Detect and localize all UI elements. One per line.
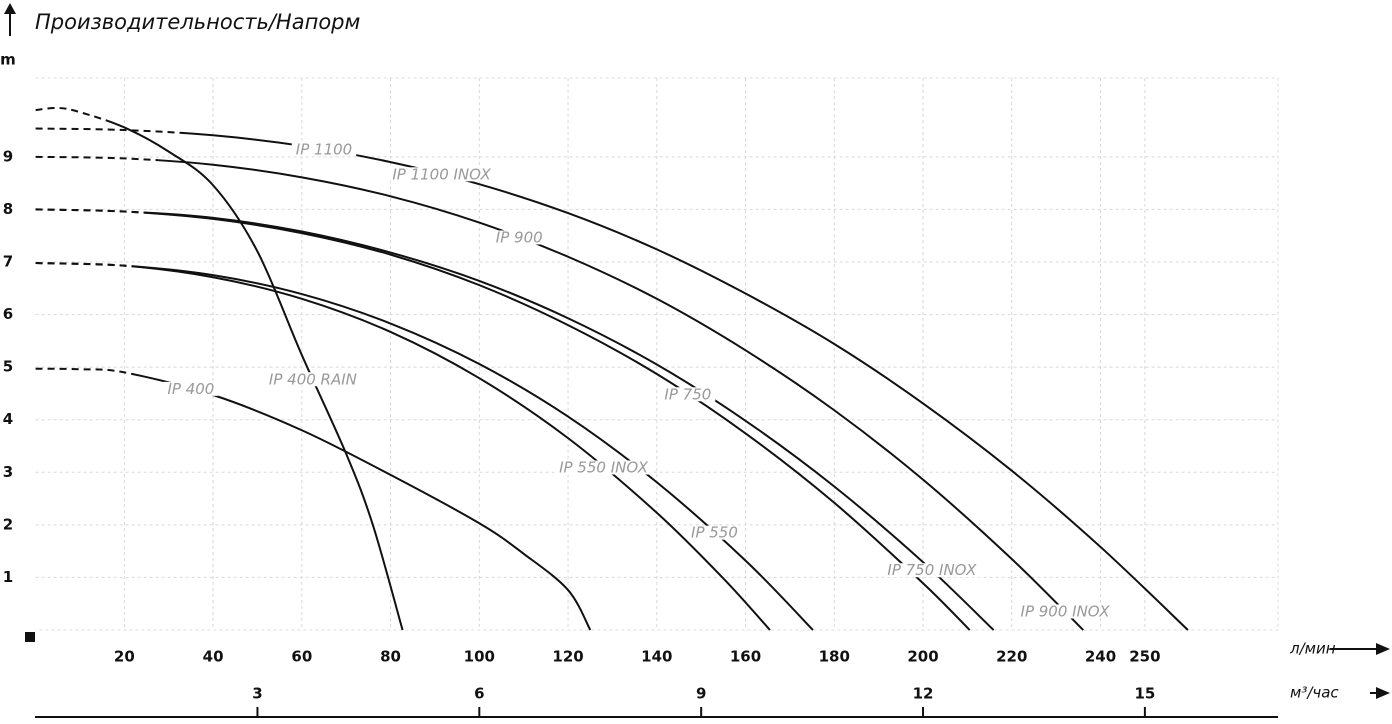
y-tick-label: 7: [3, 253, 13, 271]
curve-label-bg: [687, 525, 742, 540]
y-tick-label: 3: [3, 463, 13, 481]
curve-label: IP 400 RAIN: [269, 370, 357, 388]
x-tick-label: 160: [730, 648, 761, 666]
x2-axis-label: м³/час: [1290, 684, 1339, 702]
curve: [35, 262, 771, 631]
curve-label-bg: [883, 563, 982, 578]
origin-marker: [25, 632, 35, 642]
x-tick-label: 20: [114, 648, 135, 666]
x2-axis-arrowhead: [1376, 687, 1390, 699]
x-tick-label: 100: [464, 648, 495, 666]
curve-label: IP 900 INOX: [1021, 602, 1111, 620]
curve-label-bg: [660, 387, 716, 402]
y-tick-label: 2: [3, 515, 13, 533]
curve: [35, 262, 814, 631]
y-tick-label: 9: [3, 147, 13, 165]
x-tick-label: 200: [907, 648, 938, 666]
x2-tick-label: 9: [696, 685, 706, 703]
curve: [35, 106, 404, 631]
curve-label-bg: [491, 230, 547, 245]
x-tick-label: 220: [996, 648, 1027, 666]
y-tick-label: 1: [3, 568, 13, 586]
x2-tick-label: 3: [252, 685, 262, 703]
curve: [35, 208, 995, 631]
x-tick-label: 40: [203, 648, 224, 666]
x-tick-label: 60: [291, 648, 312, 666]
x2-tick-label: 6: [474, 685, 484, 703]
curve-label: IP 750: [664, 385, 711, 403]
y-axis-label: m: [0, 51, 16, 69]
x-tick-label: 120: [552, 648, 583, 666]
curve: [35, 208, 971, 631]
y-tick-label: 5: [3, 358, 13, 376]
x2-tick-label: 12: [913, 685, 934, 703]
x-tick-label: 250: [1129, 648, 1160, 666]
curve-label-bg: [1016, 604, 1115, 619]
x-tick-label: 240: [1085, 648, 1116, 666]
chart-title: Производительность/Напорм: [35, 10, 361, 34]
curve-label-bg: [163, 381, 219, 396]
curve-label-bg: [291, 142, 357, 157]
curve: [35, 127, 1189, 631]
curve-label-bg: [555, 460, 653, 475]
curve: [35, 155, 1084, 631]
x-axis-arrowhead: [1376, 643, 1390, 655]
curve-label-bg: [388, 167, 496, 182]
x-tick-label: 140: [641, 648, 672, 666]
x2-tick-label: 15: [1134, 685, 1155, 703]
curve-label: IP 1100: [296, 140, 352, 158]
y-axis-arrowhead: [4, 3, 16, 14]
curve-label: IP 400: [167, 380, 214, 398]
curve-label: IP 750 INOX: [887, 561, 977, 579]
plot-frame: [35, 77, 1279, 631]
y-tick-label: 8: [3, 200, 13, 218]
curve-label: IP 550: [691, 524, 738, 542]
y-tick-label: 6: [3, 305, 13, 323]
curve: [35, 367, 592, 631]
x-axis-label: л/мин: [1289, 640, 1336, 658]
curve-label-bg: [264, 372, 361, 387]
curve-label: IP 550 INOX: [559, 458, 649, 476]
curve-label: IP 900: [496, 228, 543, 246]
curve-label: IP 1100 INOX: [392, 165, 491, 183]
x-tick-label: 80: [380, 648, 401, 666]
y-tick-label: 4: [3, 410, 13, 428]
x-tick-label: 180: [819, 648, 850, 666]
